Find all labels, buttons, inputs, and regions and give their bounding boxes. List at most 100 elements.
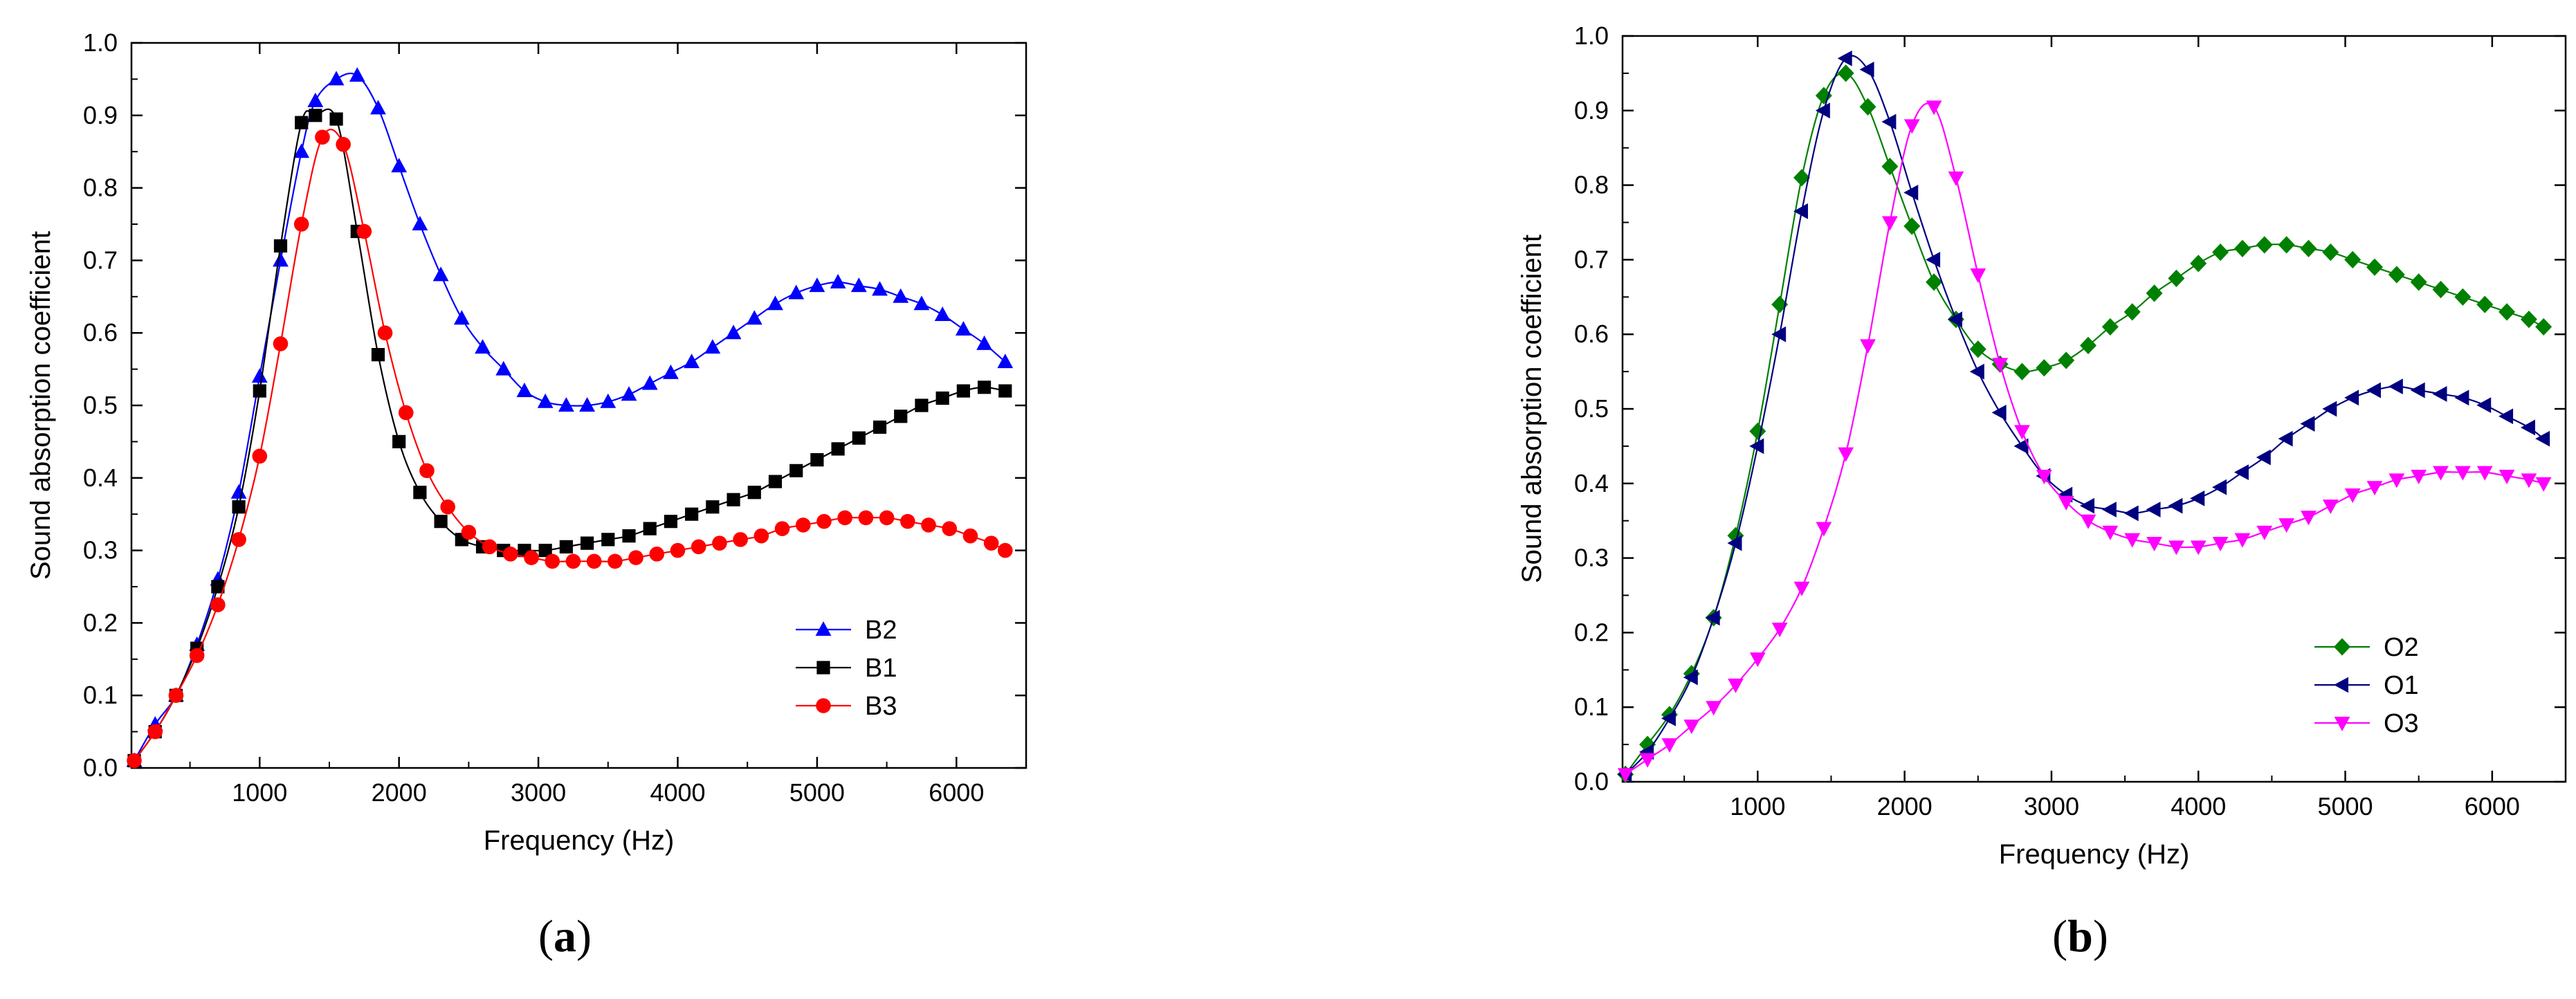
data-point-B3 [315, 129, 330, 145]
data-point-B3 [586, 553, 602, 569]
data-point-O2 [2499, 303, 2516, 321]
data-point-O1 [2322, 401, 2337, 417]
data-point-B3 [608, 553, 623, 569]
y-tick-label: 0.2 [83, 608, 118, 636]
data-point-B2 [251, 368, 268, 383]
data-point-O1 [2190, 490, 2205, 506]
data-point-O1 [1749, 438, 1764, 455]
data-point-B1 [831, 442, 845, 456]
data-point-B2 [809, 277, 825, 293]
data-point-B1 [643, 522, 657, 535]
data-point-B3 [942, 521, 958, 536]
data-point-O2 [1881, 158, 1899, 176]
y-tick-label: 0.9 [1574, 96, 1609, 125]
data-point-B3 [189, 648, 205, 663]
data-point-B2 [475, 339, 491, 354]
data-point-B2 [663, 364, 679, 379]
chart-panel-b: 1000 2000 3000 4000 5000 6000 0.0 0.1 0.2 0.3 0.4 0… [1517, 21, 2567, 962]
data-point-B2 [850, 277, 867, 293]
data-point-O1 [1969, 363, 1984, 380]
y-tick-label: 0.1 [83, 681, 118, 709]
data-point-B2 [516, 383, 533, 398]
data-point-B3 [210, 597, 226, 612]
data-point-O1 [2454, 389, 2469, 406]
y-tick-label: 0.6 [1574, 320, 1609, 348]
data-point-B3 [419, 463, 435, 479]
data-point-O3 [1926, 100, 1942, 116]
data-point-B1 [768, 475, 783, 488]
x-tick-label: 6000 [929, 778, 984, 807]
data-point-B3 [147, 724, 163, 740]
data-point-B2 [349, 67, 365, 82]
data-point-B1 [413, 486, 427, 500]
data-point-O3 [2499, 470, 2515, 485]
y-tick-label: 0.9 [83, 101, 118, 129]
data-point-B3 [753, 528, 769, 544]
data-point-O2 [2013, 363, 2031, 381]
data-point-B3 [273, 336, 289, 351]
data-point-O2 [2036, 359, 2053, 377]
data-point-B1 [873, 420, 887, 434]
data-point-O1 [2256, 449, 2271, 466]
data-point-O1 [2499, 408, 2514, 425]
data-point-B2 [558, 397, 574, 412]
data-point-O2 [2366, 258, 2384, 276]
legend-marker-O3 [2334, 717, 2350, 731]
data-point-O3 [1728, 678, 1744, 693]
data-point-O1 [1727, 535, 1742, 551]
data-point-O3 [1793, 581, 1810, 596]
data-point-O2 [2256, 236, 2273, 254]
data-point-O1 [2476, 397, 2492, 414]
plot-frame [1621, 35, 2567, 783]
data-point-B2 [579, 397, 595, 412]
data-point-O3 [2234, 533, 2251, 548]
data-point-O2 [1749, 422, 1766, 440]
data-point-O1 [1837, 50, 1852, 66]
data-point-B3 [816, 513, 832, 529]
y-tick-label: 0.6 [83, 318, 118, 347]
data-point-O3 [2102, 525, 2119, 540]
legend-marker-B2 [815, 621, 832, 636]
data-point-B2 [293, 143, 310, 158]
y-tick-label: 0.0 [1574, 767, 1609, 796]
data-point-B2 [328, 71, 345, 86]
panel-label: (a) [538, 911, 592, 962]
data-point-B1 [601, 533, 615, 547]
data-point-B1 [329, 112, 343, 126]
y-axis-label: Sound absorption coefficient [26, 231, 56, 580]
data-point-B1 [747, 486, 761, 500]
data-point-O1 [2388, 378, 2403, 395]
data-point-B2 [412, 216, 428, 230]
data-point-B1 [664, 515, 678, 529]
data-point-O1 [2410, 382, 2425, 398]
data-point-O2 [2190, 255, 2207, 273]
data-point-O1 [1683, 669, 1698, 686]
data-point-O3 [2366, 481, 2383, 496]
x-axis-label: Frequency (Hz) [484, 825, 675, 856]
data-point-O2 [2535, 318, 2552, 336]
chart-panel-a: 1000 2000 3000 4000 5000 6000 0.0 0.1 0.2 0.3 0.4 0… [26, 28, 1027, 962]
data-point-O1 [2101, 502, 2117, 517]
data-point-O2 [2322, 244, 2339, 262]
data-point-O1 [1793, 203, 1809, 219]
data-point-O1 [2300, 416, 2315, 432]
data-point-O3 [2036, 470, 2052, 485]
data-point-O3 [1771, 623, 1788, 638]
data-point-B1 [273, 239, 288, 253]
data-point-B1 [685, 507, 699, 521]
legend-label-B2: B2 [865, 616, 897, 645]
data-point-B2 [307, 92, 324, 107]
data-point-B1 [371, 348, 385, 362]
y-tick-label: 0.4 [83, 464, 118, 492]
data-point-B3 [127, 753, 142, 769]
data-point-O3 [1970, 268, 1986, 283]
data-point-O3 [2322, 500, 2339, 515]
x-tick-label: 2000 [1877, 792, 1933, 821]
data-point-O2 [1859, 98, 1876, 116]
data-point-B2 [600, 393, 616, 408]
data-point-O1 [2168, 497, 2183, 514]
data-point-B1 [727, 493, 740, 506]
data-point-O3 [1816, 522, 1832, 537]
data-point-B2 [273, 252, 289, 267]
data-point-B2 [788, 284, 805, 300]
